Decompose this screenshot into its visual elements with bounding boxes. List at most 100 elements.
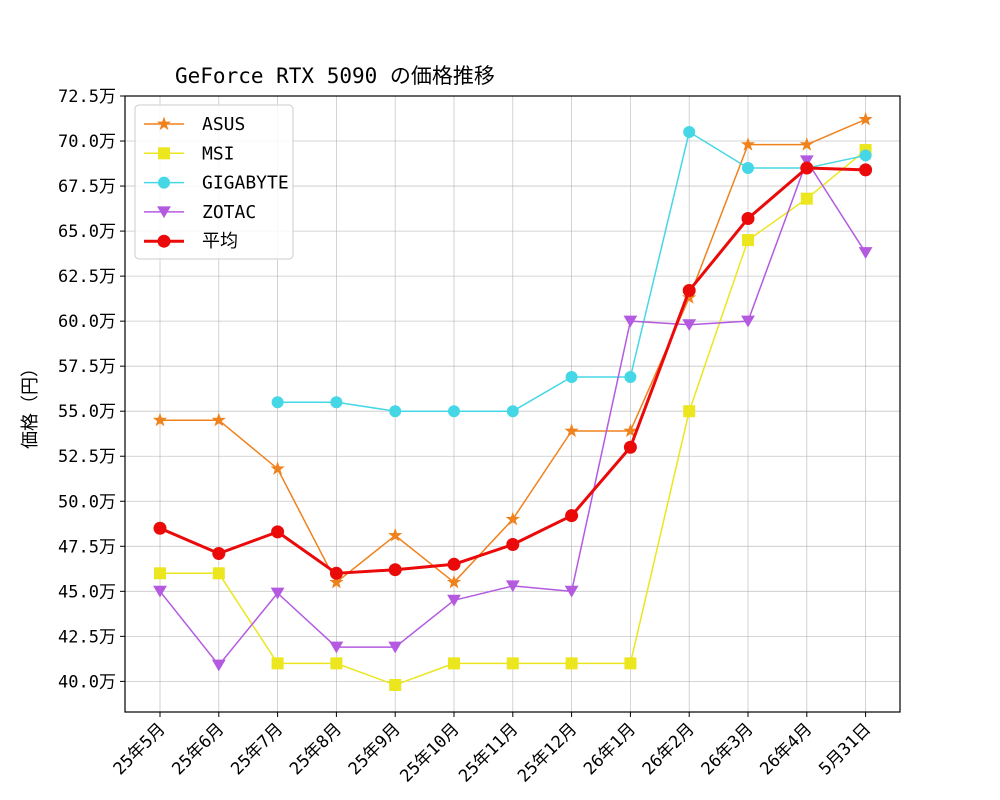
data-point (389, 678, 402, 691)
data-point (506, 405, 519, 418)
legend-marker (158, 176, 170, 189)
data-point (564, 585, 579, 598)
x-tick-label: 25年10月 (396, 719, 463, 786)
y-tick-label: 65.0万 (58, 222, 116, 242)
data-point (799, 155, 814, 168)
data-point (565, 509, 579, 523)
data-point (859, 149, 872, 162)
data-point (506, 657, 519, 670)
series-ZOTAC (153, 155, 873, 672)
data-point (742, 162, 754, 175)
data-point (447, 594, 461, 607)
data-point (330, 657, 343, 670)
data-point (330, 396, 343, 409)
legend-marker (157, 206, 171, 219)
legend-marker (157, 234, 171, 248)
y-axis-label: 価格（円） (20, 359, 41, 449)
data-point (271, 396, 284, 409)
y-tick-label: 67.5万 (58, 177, 116, 197)
x-tick-label: 26年1月 (580, 719, 640, 779)
legend-entry: 平均 (144, 231, 238, 252)
y-tick-label: 50.0万 (58, 492, 116, 512)
data-point (623, 315, 638, 328)
data-point (271, 657, 284, 670)
x-tick-label: 25年8月 (286, 719, 346, 779)
data-point (506, 537, 520, 551)
series-ASUS (152, 111, 873, 589)
x-tick-label: 25年12月 (514, 719, 581, 786)
data-point (505, 511, 520, 526)
data-point (800, 161, 814, 175)
data-point (448, 405, 460, 418)
y-tick-label: 47.5万 (58, 537, 116, 557)
data-point (741, 315, 755, 328)
data-point (858, 247, 873, 259)
data-point (623, 423, 638, 438)
series-平均 (153, 161, 873, 580)
data-point (388, 527, 403, 542)
data-point (624, 657, 637, 670)
data-point (682, 319, 697, 331)
x-tick-label: 25年9月 (345, 719, 405, 779)
data-point (212, 546, 226, 560)
data-point (505, 580, 520, 593)
legend-label: ASUS (202, 114, 245, 135)
y-tick-label: 72.5万 (58, 87, 116, 107)
data-point (152, 412, 168, 427)
data-point (270, 587, 285, 600)
x-tick-label: 25年7月 (227, 719, 287, 779)
y-tick-label: 55.0万 (58, 402, 116, 422)
data-point (211, 412, 226, 427)
data-point (742, 234, 754, 247)
data-point (799, 137, 814, 151)
x-tick-label: 5月31日 (815, 719, 875, 779)
data-point (446, 574, 462, 589)
legend-label: MSI (202, 143, 235, 164)
data-point (564, 423, 579, 438)
data-point (154, 567, 166, 580)
y-tick-label: 62.5万 (58, 267, 116, 287)
data-point (153, 585, 167, 598)
data-point (682, 284, 696, 298)
legend-label: ZOTAC (202, 202, 256, 223)
legend-marker (158, 147, 170, 160)
series-layer (152, 111, 873, 691)
data-point (624, 370, 637, 383)
data-point (800, 192, 813, 205)
data-point (153, 521, 167, 535)
data-point (683, 405, 696, 418)
x-tick-label: 25年6月 (168, 719, 228, 779)
legend-marker (156, 116, 172, 131)
x-tick-label: 25年5月 (110, 719, 170, 779)
legend: ASUS MSI GIGABYTE ZOTAC 平均 (134, 104, 294, 260)
y-tick-label: 70.0万 (58, 132, 116, 152)
data-point (388, 641, 403, 654)
data-point (329, 574, 344, 589)
y-tick-label: 45.0万 (58, 582, 116, 602)
data-point (448, 657, 460, 670)
legend-entry: ZOTAC (144, 202, 256, 223)
x-tick-label: 26年4月 (756, 719, 816, 779)
y-tick-label: 40.0万 (58, 672, 116, 692)
legend-label: GIGABYTE (202, 173, 289, 194)
x-tick-label: 26年2月 (639, 719, 699, 779)
legend-entry: MSI (144, 143, 235, 164)
data-point (740, 137, 756, 151)
data-point (447, 557, 461, 571)
data-point (741, 211, 755, 225)
data-point (212, 567, 225, 580)
y-tick-label: 57.5万 (58, 357, 116, 377)
data-point (211, 659, 226, 672)
data-point (859, 163, 873, 177)
y-tick-label: 52.5万 (58, 447, 116, 467)
data-point (623, 440, 637, 454)
data-point (565, 657, 578, 670)
data-point (389, 405, 402, 418)
legend-label: 平均 (202, 231, 238, 252)
data-point (270, 461, 285, 475)
data-point (388, 563, 402, 577)
x-tick-label: 26年3月 (698, 719, 758, 779)
y-tick-label: 42.5万 (58, 627, 116, 647)
data-point (565, 370, 578, 383)
